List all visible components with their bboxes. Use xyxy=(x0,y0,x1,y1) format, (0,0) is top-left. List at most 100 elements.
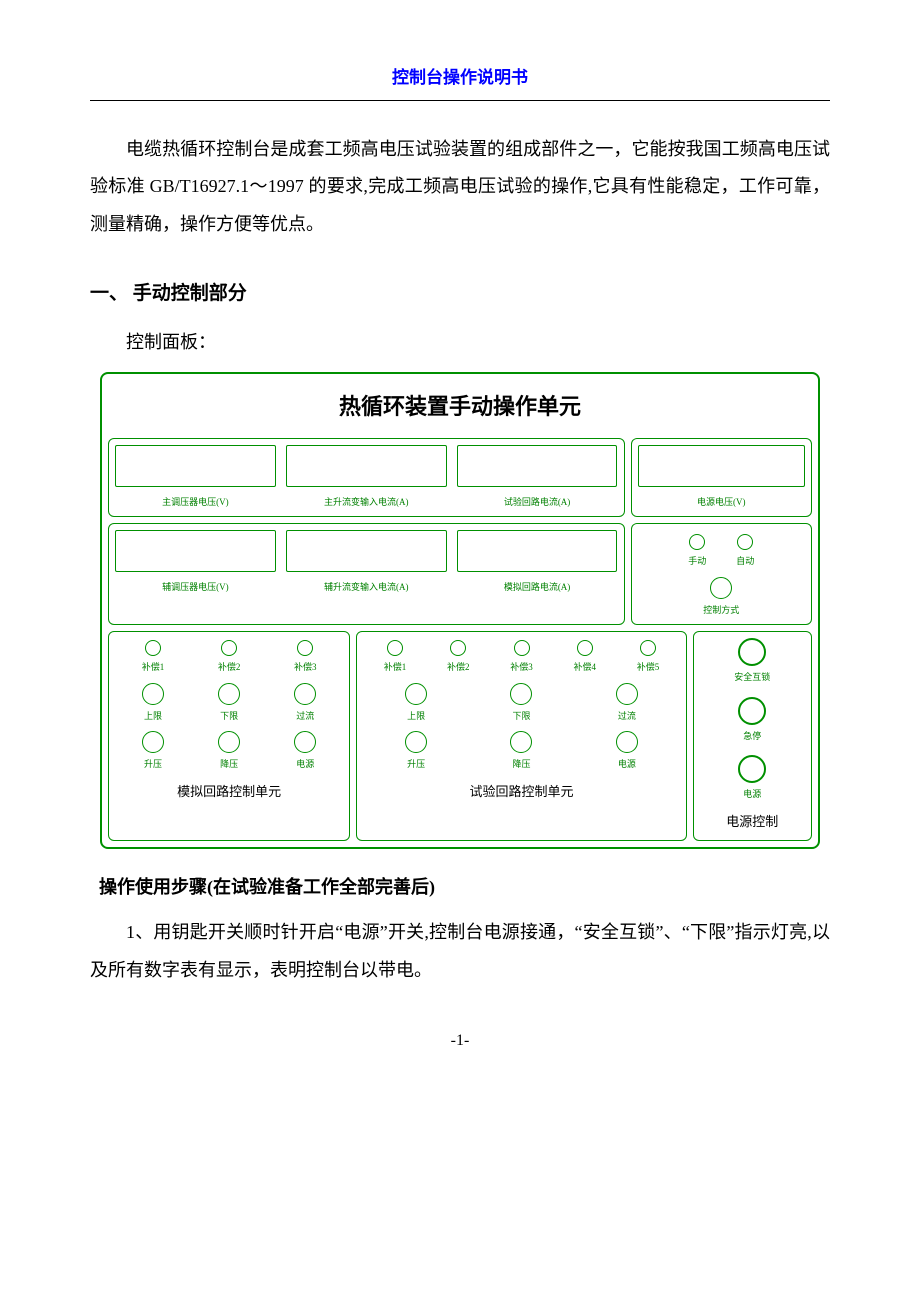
button-icon xyxy=(738,638,766,666)
mode-label: 自动 xyxy=(736,552,754,571)
indicator: 电源 xyxy=(738,755,766,804)
indicator-label: 补偿1 xyxy=(384,658,407,677)
meter-screen xyxy=(115,445,276,487)
indicator: 补偿2 xyxy=(191,640,267,677)
mode-selector-group: 手动 自动 控制方式 xyxy=(631,523,813,625)
indicator-label: 升压 xyxy=(407,755,425,774)
indicator-label: 补偿3 xyxy=(510,658,533,677)
meter-label: 辅调压器电压(V) xyxy=(162,578,229,597)
indicator: 补偿1 xyxy=(115,640,191,677)
top-left-meter-group: 主调压器电压(V) 主升流变输入电流(A) 试验回路电流(A) xyxy=(108,438,625,517)
indicator: 急停 xyxy=(738,697,766,746)
indicator-label: 电源 xyxy=(743,785,761,804)
indicator-label: 补偿1 xyxy=(142,658,165,677)
meter-screen xyxy=(638,445,806,487)
meter-screen xyxy=(115,530,276,572)
indicator: 升压 xyxy=(115,731,191,774)
button-icon xyxy=(294,731,316,753)
test-unit-title: 试验回路控制单元 xyxy=(363,778,679,805)
indicator-label: 安全互锁 xyxy=(734,668,770,687)
page-number: -1- xyxy=(90,1024,830,1058)
indicator-label: 下限 xyxy=(512,707,530,726)
indicator-label: 补偿5 xyxy=(637,658,660,677)
indicator-label: 电源 xyxy=(618,755,636,774)
indicator-label: 升压 xyxy=(144,755,162,774)
meter: 试验回路电流(A) xyxy=(457,445,618,512)
section1-heading: 一、 手动控制部分 xyxy=(90,274,830,314)
mode-label: 手动 xyxy=(688,552,706,571)
indicator-label: 急停 xyxy=(743,727,761,746)
button-icon xyxy=(738,697,766,725)
sim-unit-title: 模拟回路控制单元 xyxy=(115,778,343,805)
meter: 主调压器电压(V) xyxy=(115,445,276,512)
indicator-icon xyxy=(577,640,593,656)
indicator-label: 过流 xyxy=(296,707,314,726)
page-header-title: 控制台操作说明书 xyxy=(90,60,830,101)
indicator-label: 补偿4 xyxy=(573,658,596,677)
indicator: 补偿3 xyxy=(267,640,343,677)
panel-title: 热循环装置手动操作单元 xyxy=(108,384,812,430)
indicator-icon xyxy=(616,683,638,705)
intro-paragraph: 电缆热循环控制台是成套工频高电压试验装置的组成部件之一，它能按我国工频高电压试验… xyxy=(90,131,830,244)
meter-label: 电源电压(V) xyxy=(697,493,746,512)
control-panel-diagram: 热循环装置手动操作单元 主调压器电压(V) 主升流变输入电流(A) 试验回路电流… xyxy=(100,372,820,849)
meter: 辅调压器电压(V) xyxy=(115,530,276,597)
indicator: 电源 xyxy=(267,731,343,774)
indicator-icon xyxy=(405,683,427,705)
indicator-label: 上限 xyxy=(144,707,162,726)
indicator: 下限 xyxy=(191,683,267,726)
meter-label: 试验回路电流(A) xyxy=(504,493,571,512)
indicator: 过流 xyxy=(574,683,679,726)
indicator-label: 过流 xyxy=(618,707,636,726)
indicator-icon xyxy=(221,640,237,656)
button-icon xyxy=(218,731,240,753)
indicator-label: 电源 xyxy=(296,755,314,774)
indicator-icon xyxy=(142,683,164,705)
indicator: 上限 xyxy=(363,683,468,726)
indicator: 升压 xyxy=(363,731,468,774)
meter-screen xyxy=(457,445,618,487)
switch-icon xyxy=(710,577,732,599)
indicator-icon xyxy=(510,683,532,705)
meter: 电源电压(V) xyxy=(638,445,806,512)
meter-label: 模拟回路电流(A) xyxy=(504,578,571,597)
button-icon xyxy=(510,731,532,753)
indicator-label: 补偿2 xyxy=(218,658,241,677)
indicator: 下限 xyxy=(469,683,574,726)
indicator: 补偿4 xyxy=(553,640,616,677)
indicator-icon xyxy=(387,640,403,656)
indicator-label: 降压 xyxy=(220,755,238,774)
indicator-icon xyxy=(218,683,240,705)
mode-auto: 自动 xyxy=(736,534,754,571)
test-unit-group: 补偿1 补偿2 补偿3 补偿4 补偿5 上限 下限 过流 升压 降压 电源 试验… xyxy=(356,631,686,841)
indicator-label: 降压 xyxy=(512,755,530,774)
indicator-icon xyxy=(640,640,656,656)
indicator-icon xyxy=(294,683,316,705)
meter-screen xyxy=(286,445,447,487)
meter-label: 辅升流变输入电流(A) xyxy=(324,578,409,597)
indicator: 降压 xyxy=(469,731,574,774)
meter-label: 主调压器电压(V) xyxy=(162,493,229,512)
button-icon xyxy=(738,755,766,783)
indicator-icon xyxy=(297,640,313,656)
meter: 模拟回路电流(A) xyxy=(457,530,618,597)
indicator: 补偿3 xyxy=(490,640,553,677)
indicator: 补偿1 xyxy=(363,640,426,677)
indicator-label: 补偿2 xyxy=(447,658,470,677)
indicator: 上限 xyxy=(115,683,191,726)
button-icon xyxy=(142,731,164,753)
step1-paragraph: 1、用钥匙开关顺时针开启“电源”开关,控制台电源接通，“安全互锁”、“下限”指示… xyxy=(90,914,830,990)
mode-label: 控制方式 xyxy=(703,601,739,620)
button-icon xyxy=(616,731,638,753)
indicator-icon xyxy=(689,534,705,550)
mode-switch: 控制方式 xyxy=(703,577,739,620)
indicator: 降压 xyxy=(191,731,267,774)
button-icon xyxy=(405,731,427,753)
indicator-icon xyxy=(737,534,753,550)
indicator-icon xyxy=(514,640,530,656)
indicator: 补偿2 xyxy=(427,640,490,677)
indicator: 过流 xyxy=(267,683,343,726)
indicator-label: 上限 xyxy=(407,707,425,726)
meter-screen xyxy=(457,530,618,572)
sim-unit-group: 补偿1 补偿2 补偿3 上限 下限 过流 升压 降压 电源 模拟回路控制单元 xyxy=(108,631,350,841)
